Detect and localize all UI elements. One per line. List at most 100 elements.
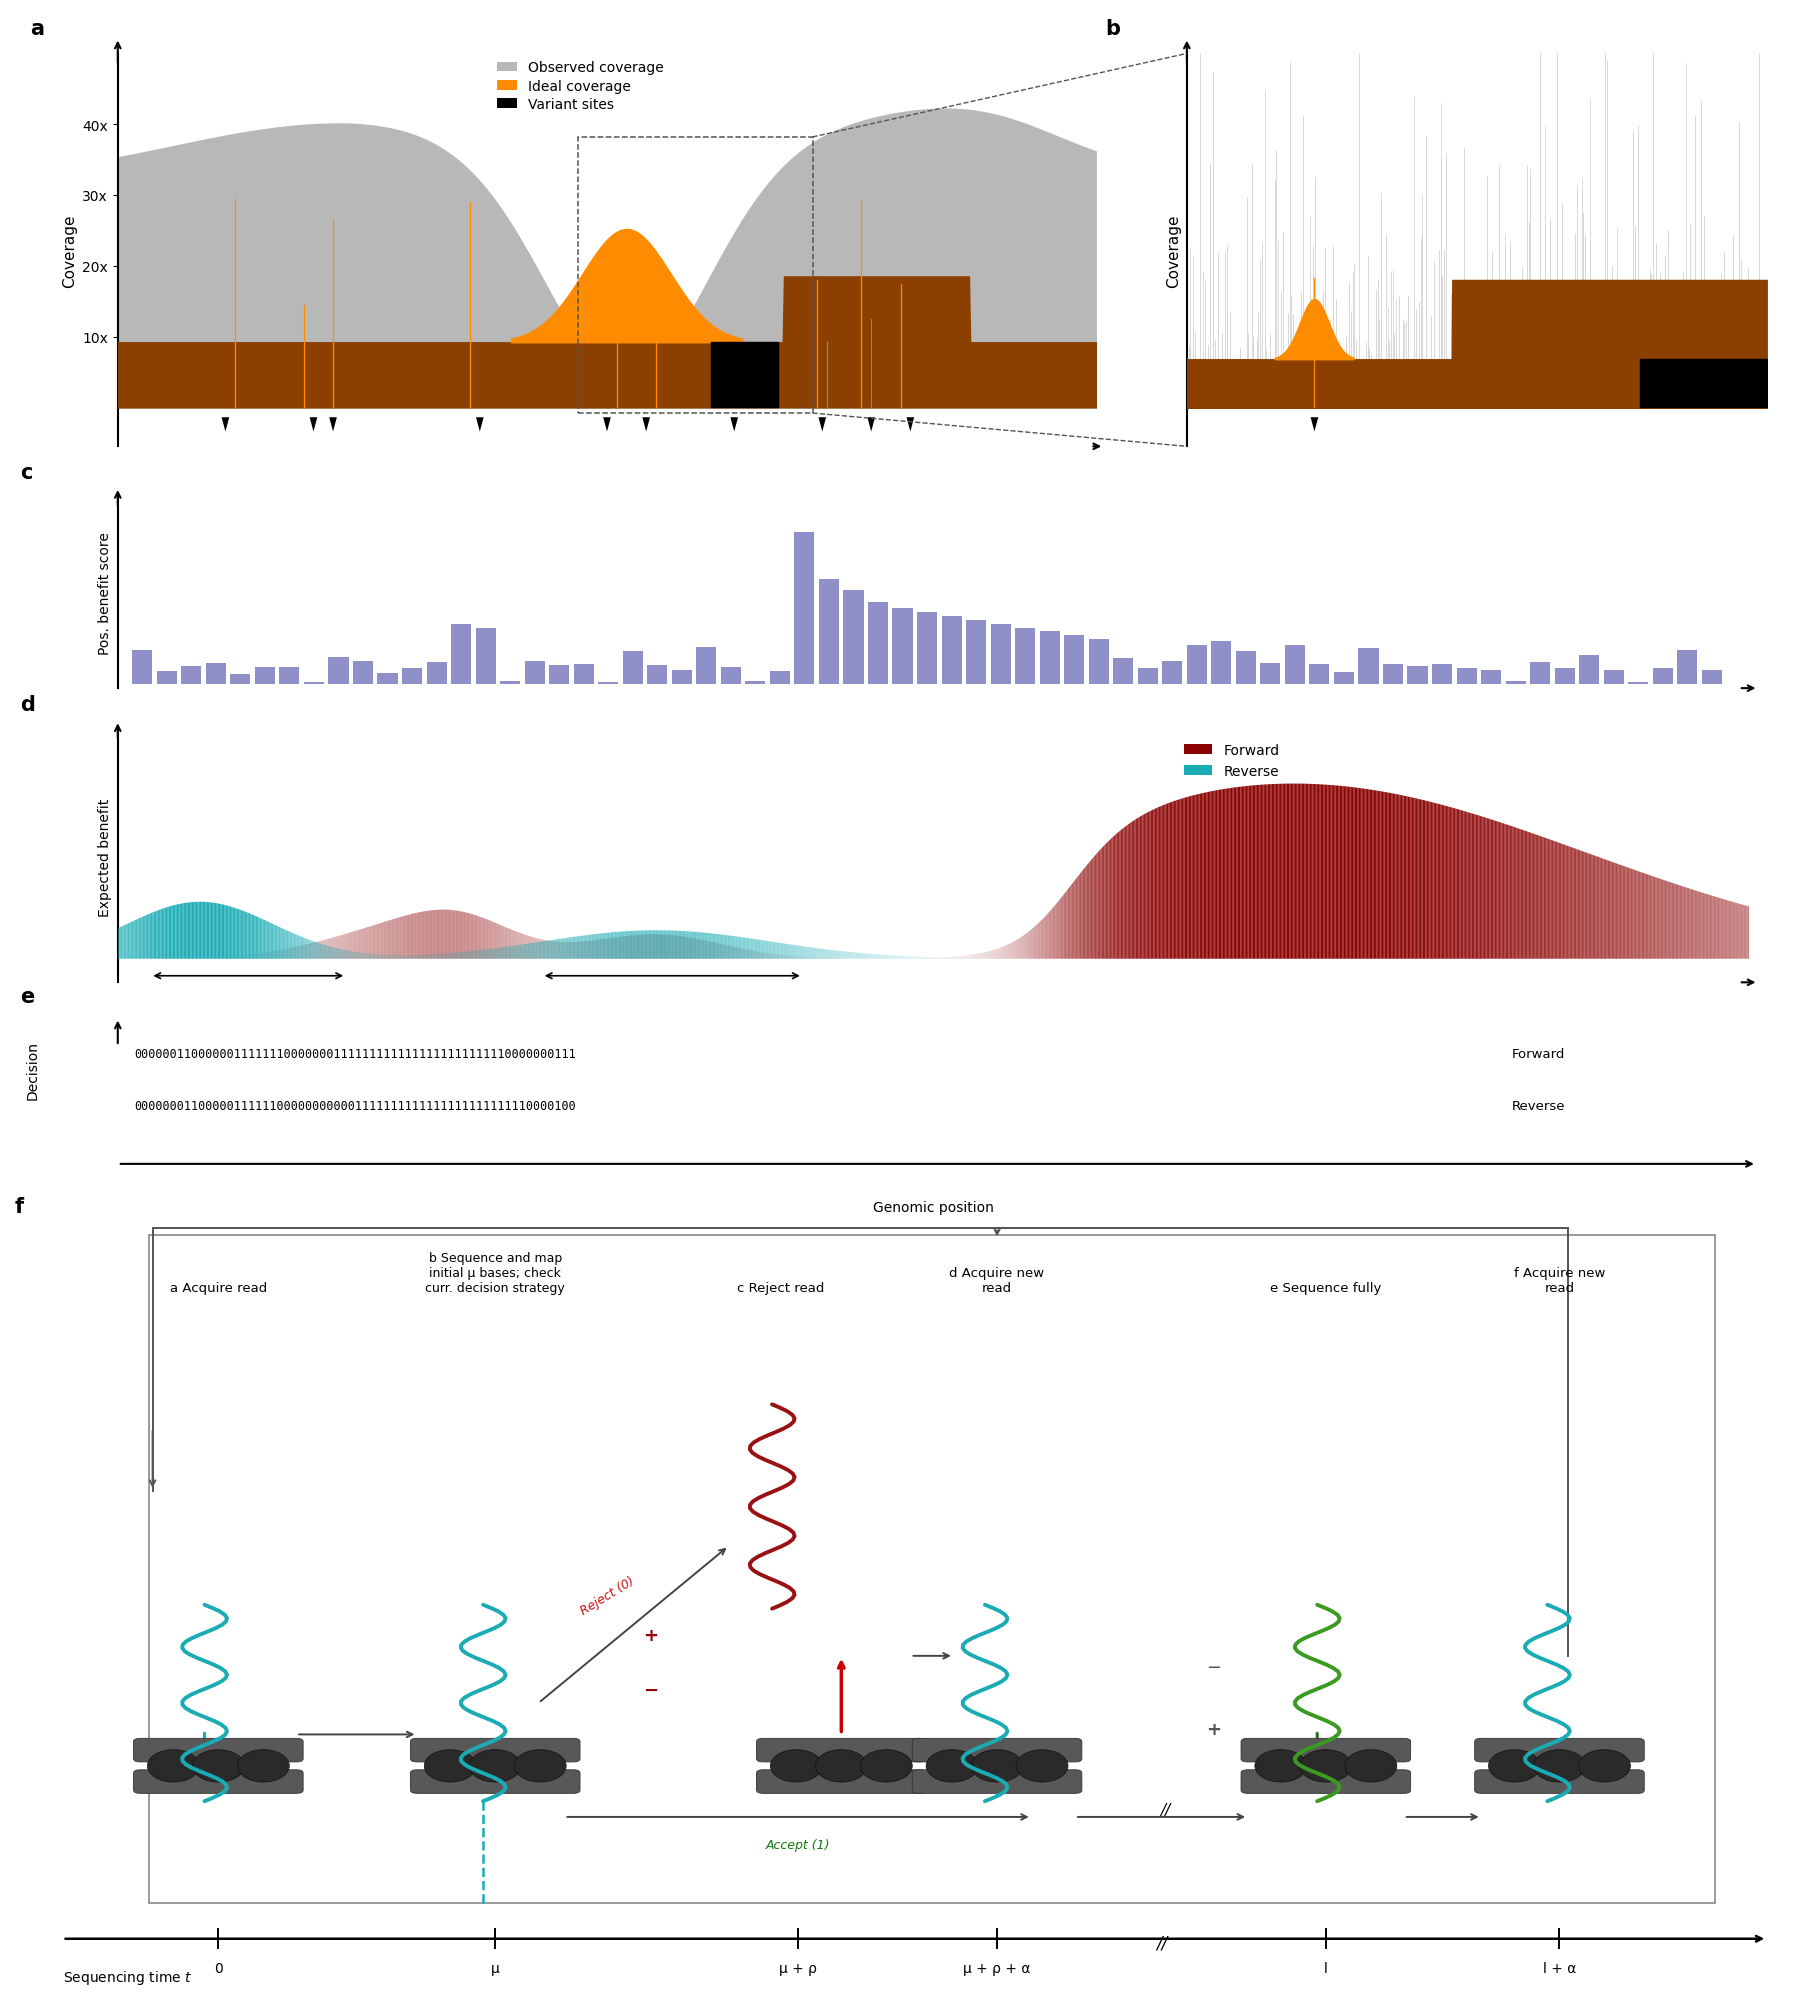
Bar — [672, 671, 692, 685]
Bar — [1555, 669, 1575, 685]
Text: −: − — [1205, 1658, 1221, 1676]
Text: μ: μ — [491, 1962, 500, 1976]
Text: b Sequence and map
initial μ bases; check
curr. decision strategy: b Sequence and map initial μ bases; chec… — [426, 1253, 565, 1295]
Bar — [1261, 663, 1281, 685]
Ellipse shape — [1256, 1750, 1306, 1782]
Bar — [1285, 644, 1305, 685]
Bar — [1359, 649, 1379, 685]
Ellipse shape — [971, 1750, 1024, 1782]
Bar — [696, 649, 716, 685]
Bar — [1015, 628, 1035, 685]
Text: Reject (0): Reject (0) — [578, 1573, 638, 1617]
Bar — [1431, 665, 1451, 685]
Bar — [230, 675, 250, 685]
Bar — [1138, 669, 1158, 685]
Bar — [426, 663, 446, 685]
Bar — [1678, 651, 1698, 685]
Ellipse shape — [1488, 1750, 1540, 1782]
FancyBboxPatch shape — [1475, 1770, 1643, 1792]
Text: a: a — [29, 18, 43, 38]
Bar — [917, 612, 937, 685]
Text: e Sequence fully: e Sequence fully — [1270, 1281, 1381, 1295]
Y-axis label: Coverage: Coverage — [1167, 213, 1181, 288]
Bar — [1210, 642, 1232, 685]
Bar — [207, 663, 226, 685]
Bar — [149, 1237, 1716, 1903]
Bar — [181, 667, 201, 685]
Ellipse shape — [1533, 1750, 1586, 1782]
Y-axis label: Pos. benefit score: Pos. benefit score — [98, 532, 112, 655]
Text: //: // — [1160, 1803, 1171, 1817]
Bar — [598, 683, 618, 685]
Bar — [279, 667, 299, 685]
Bar — [1089, 640, 1109, 685]
Text: 0: 0 — [214, 1962, 223, 1976]
Bar — [843, 592, 864, 685]
Bar — [647, 667, 667, 685]
Bar — [1701, 671, 1721, 685]
Bar — [745, 681, 765, 685]
Bar — [1529, 663, 1551, 685]
Bar — [158, 673, 178, 685]
Bar — [574, 665, 594, 685]
Bar — [1408, 667, 1428, 685]
Bar — [1040, 632, 1060, 685]
Bar — [794, 532, 814, 685]
Ellipse shape — [515, 1750, 565, 1782]
Bar — [549, 667, 569, 685]
Ellipse shape — [424, 1750, 477, 1782]
Bar — [1578, 657, 1600, 685]
Bar — [893, 608, 913, 685]
FancyBboxPatch shape — [1241, 1770, 1410, 1792]
Text: 00000001100000111111000000000001111111111111111111111110000100: 0000000110000011111100000000000111111111… — [134, 1100, 576, 1112]
FancyBboxPatch shape — [911, 1738, 1082, 1762]
Text: μ + ρ: μ + ρ — [779, 1962, 817, 1976]
FancyBboxPatch shape — [911, 1770, 1082, 1792]
Bar — [402, 669, 422, 685]
Text: l: l — [1325, 1962, 1328, 1976]
Bar — [721, 669, 741, 685]
Bar — [525, 663, 545, 685]
Y-axis label: Expected benefit: Expected benefit — [98, 798, 112, 916]
FancyBboxPatch shape — [134, 1738, 303, 1762]
Bar — [770, 671, 790, 685]
Legend: Forward, Reverse: Forward, Reverse — [1180, 737, 1285, 783]
Text: d Acquire new
read: d Acquire new read — [949, 1267, 1044, 1295]
Bar — [353, 661, 373, 685]
Bar — [1187, 646, 1207, 685]
Text: d: d — [20, 695, 34, 715]
Ellipse shape — [237, 1750, 290, 1782]
Text: Sequencing time $t$: Sequencing time $t$ — [63, 1968, 192, 1986]
Bar — [868, 602, 888, 685]
Text: a Acquire read: a Acquire read — [170, 1281, 266, 1295]
FancyBboxPatch shape — [411, 1738, 580, 1762]
Text: c Reject read: c Reject read — [737, 1281, 824, 1295]
FancyBboxPatch shape — [757, 1738, 926, 1762]
Bar — [623, 651, 643, 685]
Bar — [328, 657, 348, 685]
Text: e: e — [20, 987, 34, 1007]
Bar — [1310, 665, 1330, 685]
Bar — [451, 624, 471, 685]
Text: Reverse: Reverse — [1511, 1100, 1566, 1112]
FancyBboxPatch shape — [1241, 1738, 1410, 1762]
Text: −: − — [643, 1682, 658, 1700]
FancyBboxPatch shape — [134, 1770, 303, 1792]
Text: c: c — [20, 463, 33, 481]
Bar — [475, 628, 496, 685]
Text: f: f — [14, 1196, 24, 1216]
Bar — [1236, 653, 1256, 685]
Ellipse shape — [770, 1750, 823, 1782]
Legend: Observed coverage, Ideal coverage, Variant sites: Observed coverage, Ideal coverage, Varia… — [496, 60, 665, 111]
FancyBboxPatch shape — [757, 1770, 926, 1792]
Text: //: // — [1156, 1933, 1167, 1952]
Text: Forward: Forward — [1511, 1047, 1566, 1061]
Text: +: + — [643, 1627, 658, 1643]
Bar — [1113, 659, 1132, 685]
Bar — [991, 624, 1011, 685]
Bar — [1383, 665, 1402, 685]
Ellipse shape — [1578, 1750, 1631, 1782]
Ellipse shape — [1017, 1750, 1067, 1782]
Text: Decision: Decision — [25, 1041, 40, 1100]
Ellipse shape — [861, 1750, 911, 1782]
